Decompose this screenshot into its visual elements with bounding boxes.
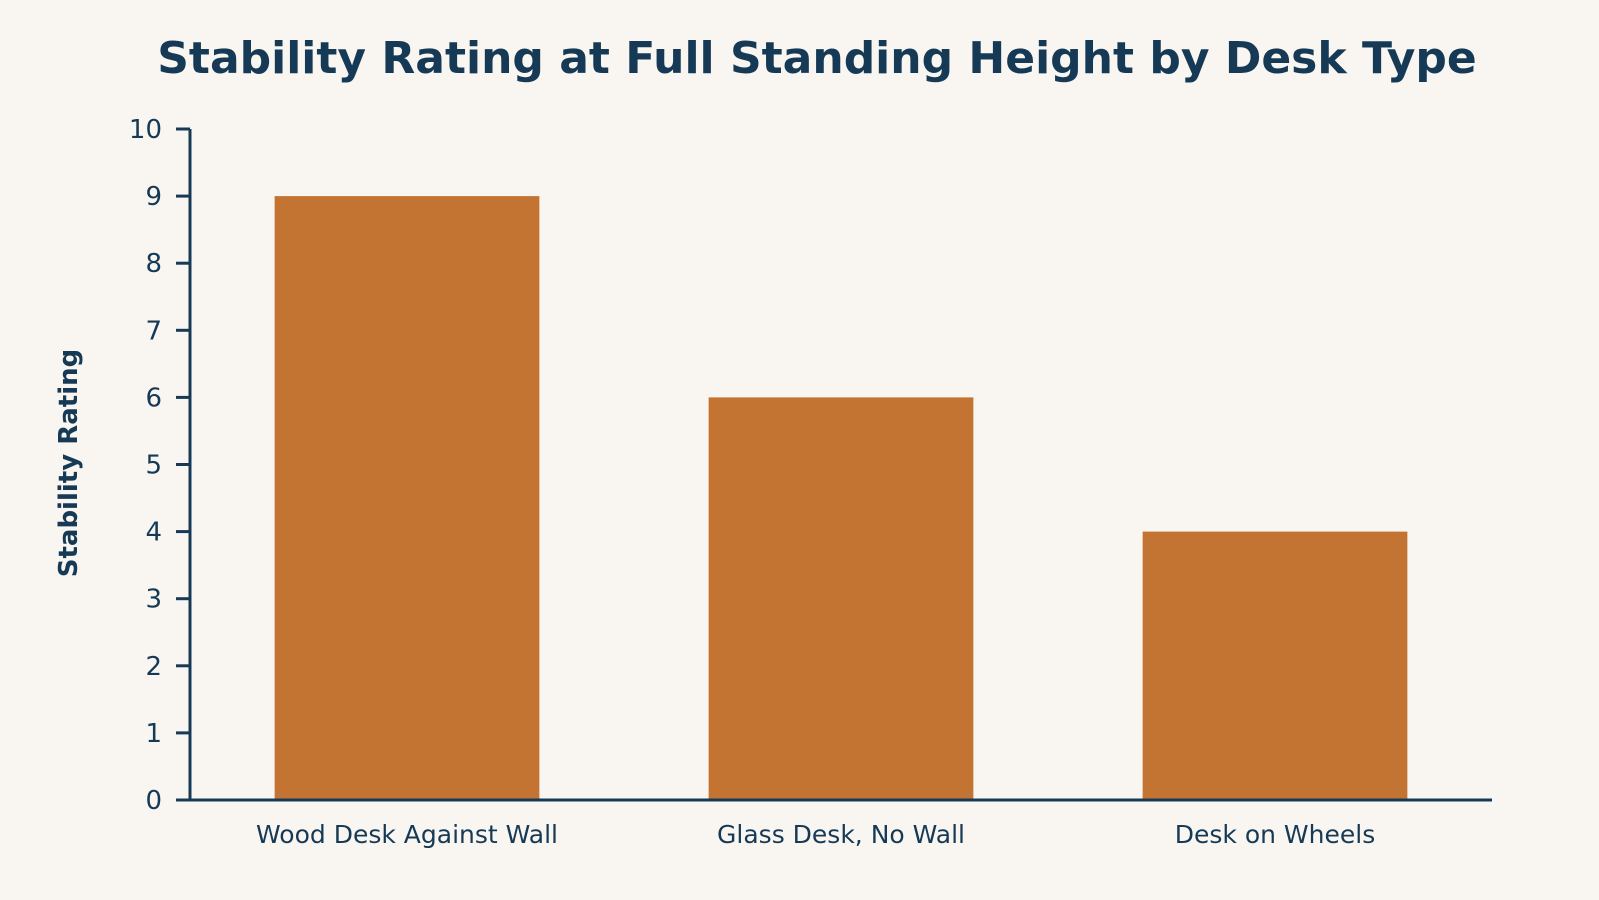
y-tick-label: 8 [145,249,162,279]
y-tick-label: 7 [145,316,162,346]
y-axis-label: Stability Rating [54,349,84,578]
y-tick-label: 4 [145,518,162,548]
y-tick-label: 5 [145,451,162,481]
y-tick-label: 1 [145,719,162,749]
bar [274,196,540,801]
bars [274,196,1408,801]
y-tick-label: 3 [145,585,162,615]
bar [708,397,974,800]
y-tick-label: 2 [145,652,162,682]
y-tick-label: 9 [145,182,162,212]
y-tick-label: 6 [145,383,162,413]
y-tick-label: 0 [145,786,162,816]
x-tick-label: Glass Desk, No Wall [717,820,965,849]
chart-title: Stability Rating at Full Standing Height… [157,33,1477,84]
y-axis-ticks: 0 1 2 3 4 5 6 7 8 9 10 [129,115,190,816]
bar [1142,531,1408,800]
x-tick-label: Wood Desk Against Wall [256,820,558,849]
x-tick-label: Desk on Wheels [1175,820,1375,849]
x-axis-tick-labels: Wood Desk Against Wall Glass Desk, No Wal… [256,820,1375,849]
y-tick-label: 10 [129,115,162,145]
